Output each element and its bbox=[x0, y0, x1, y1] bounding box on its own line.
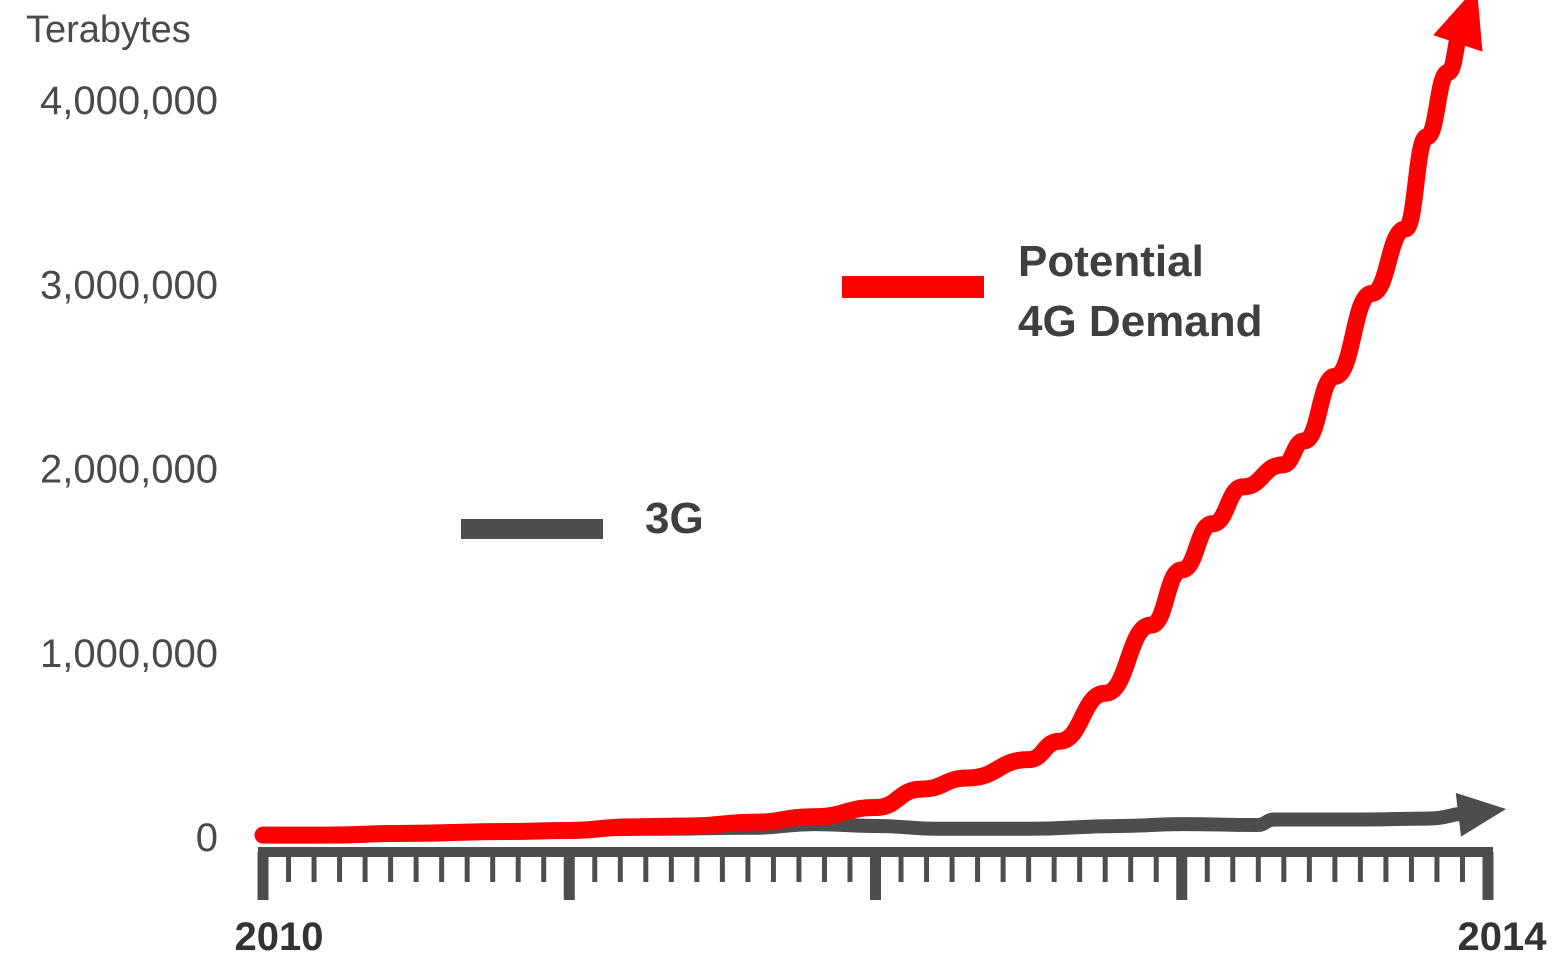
y-axis-title: Terabytes bbox=[26, 9, 191, 51]
x-tick-label-1: 2014 bbox=[1458, 915, 1548, 955]
y-tick-label-1: 1,000,000 bbox=[40, 632, 218, 676]
y-tick-label-0: 0 bbox=[196, 816, 218, 860]
legend-label-3g: 3G bbox=[645, 494, 704, 543]
legend: Potential 4G Demand 3G bbox=[461, 237, 1263, 543]
series-arrowhead-1 bbox=[1433, 0, 1483, 52]
series-arrowhead-0 bbox=[1455, 792, 1507, 837]
series-layer bbox=[254, 0, 1507, 844]
y-tick-label-2: 2,000,000 bbox=[40, 448, 218, 492]
legend-label-4g-line2: 4G Demand bbox=[1018, 297, 1263, 346]
x-axis bbox=[257, 847, 1494, 900]
x-tick-label-0: 2010 bbox=[235, 915, 324, 955]
y-tick-labels: 0 1,000,000 2,000,000 3,000,000 4,000,000 bbox=[40, 79, 218, 860]
legend-label-4g-line1: Potential bbox=[1018, 237, 1204, 286]
series-line-1 bbox=[254, 17, 1472, 844]
x-tick-labels: 2010 2014 bbox=[235, 915, 1548, 955]
y-tick-label-3: 3,000,000 bbox=[40, 263, 218, 307]
y-tick-label-4: 4,000,000 bbox=[40, 79, 218, 123]
